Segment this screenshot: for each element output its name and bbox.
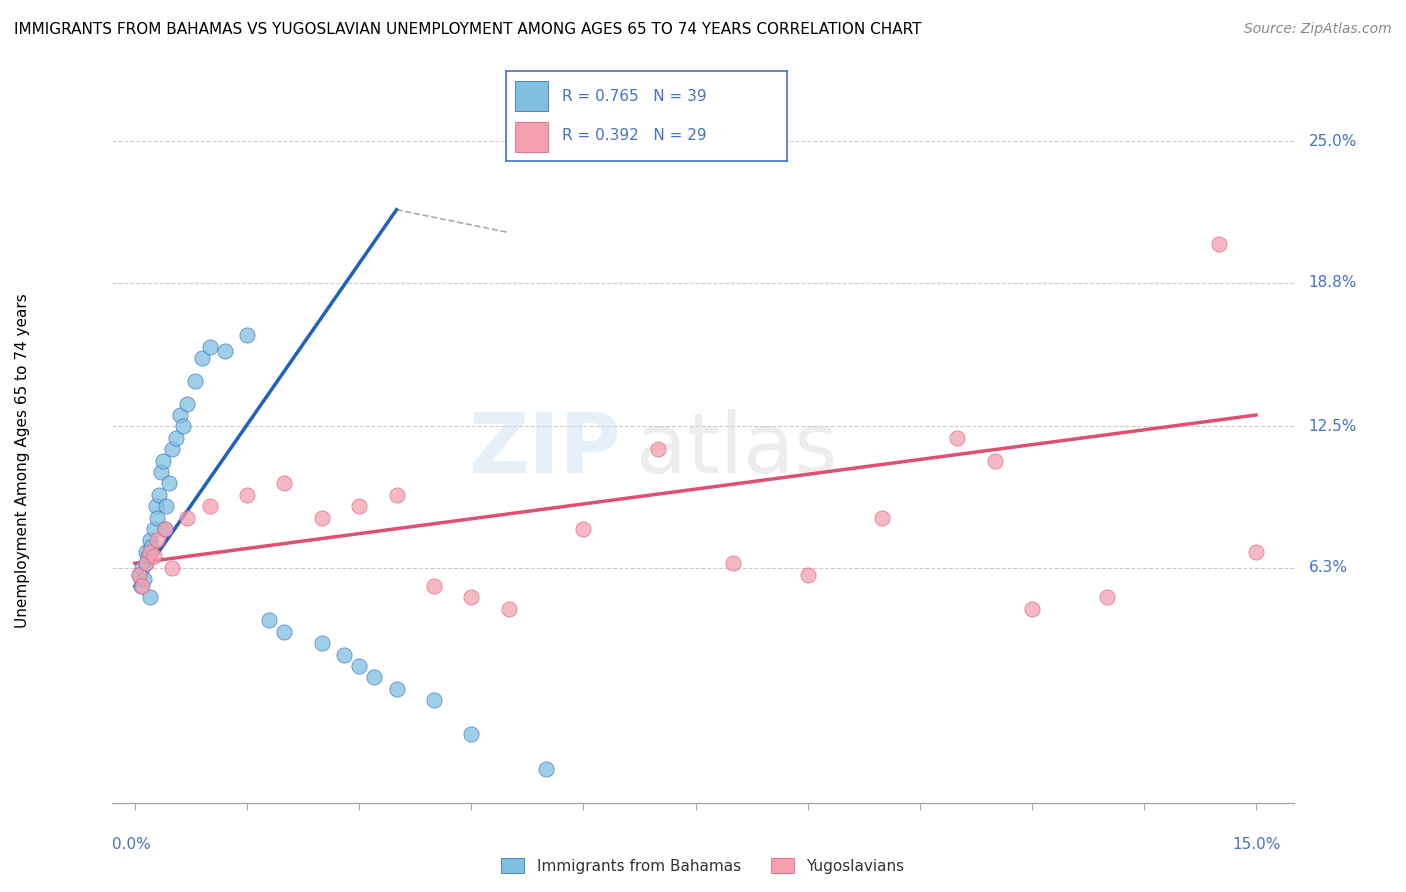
Text: 6.3%: 6.3% (1309, 560, 1347, 575)
Point (162, 442, 184, 457)
Point (460, 727, 482, 741)
Point (128, 567, 150, 582)
Point (146, 533, 169, 548)
Point (155, 500, 177, 514)
Point (139, 545, 162, 559)
Point (236, 488, 259, 502)
Point (572, 522, 595, 536)
Point (647, 442, 669, 457)
Point (131, 579, 153, 593)
Bar (515, 122, 548, 152)
Point (145, 500, 167, 514)
Text: 25.0%: 25.0% (1309, 134, 1357, 149)
Point (385, 488, 408, 502)
Point (138, 549, 160, 564)
Point (1208, 236, 1230, 251)
Point (198, 340, 221, 354)
Text: R = 0.765   N = 39: R = 0.765 N = 39 (562, 89, 707, 103)
Point (173, 419, 195, 434)
Point (198, 500, 221, 514)
Point (162, 561, 184, 575)
Point (132, 572, 155, 586)
Point (273, 476, 295, 491)
Point (183, 374, 205, 388)
Text: Unemployment Among Ages 65 to 74 years: Unemployment Among Ages 65 to 74 years (15, 293, 31, 628)
Text: atlas: atlas (636, 409, 838, 490)
Point (142, 549, 165, 564)
Legend: Immigrants from Bahamas, Yugoslavians: Immigrants from Bahamas, Yugoslavians (495, 852, 911, 880)
Point (311, 510, 333, 524)
Text: 0.0%: 0.0% (112, 837, 152, 852)
Point (385, 681, 408, 696)
Point (128, 567, 150, 582)
Text: Source: ZipAtlas.com: Source: ZipAtlas.com (1244, 22, 1392, 37)
Point (139, 533, 162, 548)
Bar (515, 81, 548, 111)
Point (423, 693, 446, 707)
Point (363, 670, 385, 684)
Point (146, 510, 169, 524)
Point (135, 556, 157, 570)
Text: 12.5%: 12.5% (1309, 419, 1357, 434)
Point (1021, 602, 1043, 616)
Point (135, 556, 157, 570)
Point (460, 591, 482, 605)
Point (169, 408, 191, 422)
Point (273, 624, 295, 639)
Point (191, 351, 214, 365)
Point (534, 762, 557, 776)
Point (796, 567, 818, 582)
Point (946, 431, 969, 445)
Point (983, 453, 1005, 467)
Point (139, 591, 162, 605)
Text: ZIP: ZIP (468, 409, 621, 490)
Text: R = 0.392   N = 29: R = 0.392 N = 29 (562, 128, 707, 143)
Point (141, 541, 163, 555)
Point (498, 602, 520, 616)
Point (129, 579, 152, 593)
Point (131, 561, 153, 575)
Point (176, 510, 198, 524)
Point (148, 488, 170, 502)
Point (176, 396, 198, 410)
Point (347, 500, 370, 514)
Point (214, 344, 236, 359)
Point (347, 659, 370, 673)
Point (1244, 545, 1267, 559)
Point (153, 522, 176, 536)
Point (311, 636, 333, 650)
Point (142, 522, 165, 536)
Point (157, 476, 180, 491)
Point (152, 453, 174, 467)
Point (259, 613, 281, 627)
Point (872, 510, 894, 524)
Point (165, 431, 187, 445)
Text: IMMIGRANTS FROM BAHAMAS VS YUGOSLAVIAN UNEMPLOYMENT AMONG AGES 65 TO 74 YEARS CO: IMMIGRANTS FROM BAHAMAS VS YUGOSLAVIAN U… (14, 22, 921, 37)
Point (721, 556, 744, 570)
Point (153, 522, 176, 536)
Text: 15.0%: 15.0% (1232, 837, 1281, 852)
Point (423, 579, 446, 593)
Point (1095, 591, 1118, 605)
Point (135, 545, 157, 559)
Point (236, 328, 259, 343)
Point (150, 465, 173, 479)
Text: 18.8%: 18.8% (1309, 276, 1357, 290)
Point (333, 648, 356, 662)
